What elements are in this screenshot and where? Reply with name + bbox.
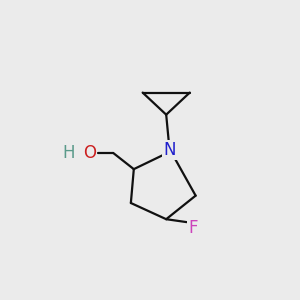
Text: O: O — [83, 144, 96, 162]
Text: N: N — [163, 141, 175, 159]
Text: H: H — [63, 144, 75, 162]
Text: F: F — [188, 219, 197, 237]
